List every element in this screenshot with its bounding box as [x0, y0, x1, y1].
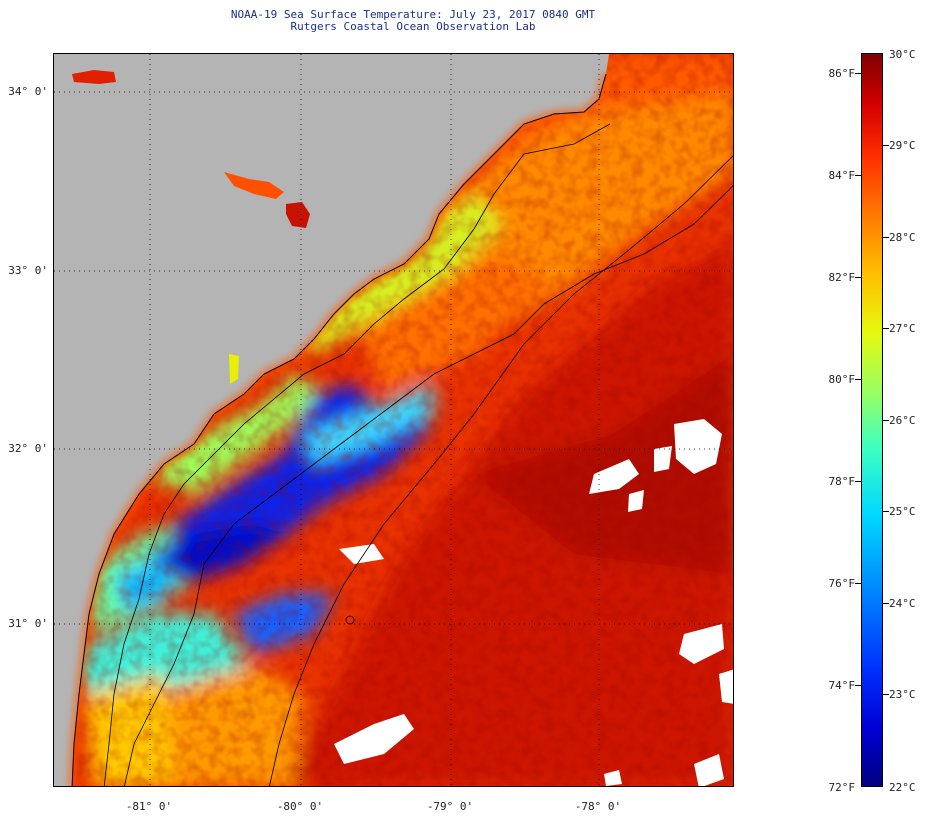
coastline	[71, 73, 607, 786]
colorbar-f-74: 74°F	[828, 679, 856, 692]
colorbar-f-86: 86°F	[828, 67, 856, 80]
colorbar-f-tick	[855, 685, 861, 686]
lat-label-34: 34° 0'	[8, 85, 48, 98]
colorbar-c-28: 28°C	[889, 231, 916, 244]
colorbar-c-tick	[883, 237, 889, 238]
colorbar-f-tick	[855, 277, 861, 278]
shelf-contour-inner	[103, 123, 611, 786]
map-title: NOAA-19 Sea Surface Temperature: July 23…	[230, 8, 596, 21]
lon-label-79: -79° 0'	[426, 800, 474, 813]
colorbar-c-tick	[883, 511, 889, 512]
colorbar-c-24: 24°C	[889, 597, 916, 610]
colorbar-f-tick	[855, 481, 861, 482]
colorbar-f-tick	[855, 583, 861, 584]
colorbar-c-tick	[883, 603, 889, 604]
colorbar-c-25: 25°C	[889, 505, 916, 518]
sst-map	[53, 53, 734, 787]
colorbar-c-27: 27°C	[889, 322, 916, 335]
cloud-areas	[334, 419, 733, 786]
colorbar-f-tick	[855, 379, 861, 380]
colorbar-c-26: 26°C	[889, 414, 916, 427]
lon-label-78: -78° 0'	[574, 800, 622, 813]
colorbar-c-tick	[883, 328, 889, 329]
colorbar-c-23: 23°C	[889, 688, 916, 701]
colorbar-c-tick	[883, 694, 889, 695]
colorbar-f-82: 82°F	[828, 271, 856, 284]
colorbar-c-30: 30°C	[889, 48, 916, 61]
land-area	[54, 54, 609, 786]
lon-label-80: -80° 0'	[276, 800, 324, 813]
sst-map-canvas	[54, 54, 733, 786]
colorbar-f-72: 72°F	[828, 781, 856, 794]
lon-label-81: -81° 0'	[125, 800, 173, 813]
colorbar-f-84: 84°F	[828, 169, 856, 182]
colorbar-c-29: 29°C	[889, 139, 916, 152]
map-subtitle: Rutgers Coastal Ocean Observation Lab	[290, 20, 536, 33]
lat-label-32: 32° 0'	[8, 442, 48, 455]
colorbar-f-80: 80°F	[828, 373, 856, 386]
colorbar-c-22: 22°C	[889, 781, 916, 794]
colorbar-f-78: 78°F	[828, 475, 856, 488]
colorbar-c-tick	[883, 420, 889, 421]
graticule	[54, 54, 733, 786]
temperature-colorbar	[861, 53, 883, 787]
colorbar-f-tick	[855, 73, 861, 74]
shelf-contour-outer	[124, 185, 733, 786]
lat-label-33: 33° 0'	[8, 264, 48, 277]
colorbar-c-tick	[883, 145, 889, 146]
inland-water	[72, 70, 310, 384]
lat-label-31: 31° 0'	[8, 617, 48, 630]
colorbar-f-76: 76°F	[828, 577, 856, 590]
shelf-edge-contour	[269, 155, 733, 786]
colorbar-f-tick	[855, 175, 861, 176]
